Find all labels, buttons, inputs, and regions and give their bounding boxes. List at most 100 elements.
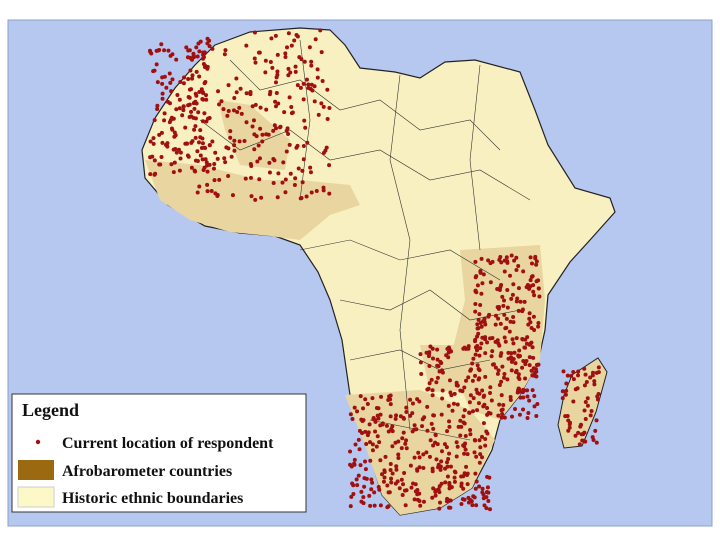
- respondent-dot: [305, 140, 310, 145]
- respondent-dot: [458, 418, 463, 423]
- respondent-dot: [577, 442, 582, 447]
- respondent-dot: [475, 322, 480, 327]
- respondent-dot: [283, 51, 288, 56]
- respondent-dot: [270, 65, 275, 70]
- respondent-dot: [461, 443, 466, 448]
- respondent-dot: [455, 444, 460, 449]
- respondent-dot: [181, 81, 186, 86]
- respondent-dot: [532, 404, 537, 409]
- respondent-dot: [164, 85, 169, 90]
- respondent-dot: [321, 104, 326, 109]
- respondent-dot: [244, 120, 249, 125]
- respondent-dot: [222, 156, 227, 161]
- respondent-dot: [193, 124, 198, 129]
- respondent-dot: [248, 162, 253, 167]
- respondent-dot: [169, 126, 174, 131]
- respondent-dot: [186, 48, 191, 53]
- respondent-dot: [301, 81, 306, 86]
- respondent-dot: [378, 458, 383, 463]
- respondent-dot: [529, 261, 534, 266]
- respondent-dot: [211, 166, 216, 171]
- respondent-dot: [486, 499, 491, 504]
- respondent-dot: [394, 467, 399, 472]
- respondent-dot: [386, 429, 391, 434]
- respondent-dot: [425, 387, 430, 392]
- legend-title: Legend: [22, 400, 79, 420]
- respondent-dot: [244, 43, 249, 48]
- respondent-dot: [148, 172, 153, 177]
- respondent-dot: [394, 464, 399, 469]
- respondent-dot: [429, 421, 434, 426]
- respondent-dot: [527, 355, 532, 360]
- respondent-dot: [475, 283, 480, 288]
- respondent-dot: [430, 466, 435, 471]
- respondent-dot: [499, 379, 504, 384]
- respondent-dot: [260, 132, 265, 137]
- respondent-dot: [287, 142, 292, 147]
- respondent-dot: [321, 185, 326, 190]
- respondent-dot: [435, 347, 440, 352]
- respondent-dot: [579, 432, 584, 437]
- respondent-dot: [363, 467, 368, 472]
- respondent-dot: [257, 177, 262, 182]
- respondent-dot: [183, 125, 188, 130]
- respondent-dot: [282, 110, 287, 115]
- respondent-dot: [435, 363, 440, 368]
- respondent-dot: [274, 90, 279, 95]
- respondent-dot: [473, 275, 478, 280]
- respondent-dot: [363, 397, 368, 402]
- respondent-dot: [510, 292, 515, 297]
- respondent-dot: [480, 486, 485, 491]
- respondent-dot: [454, 454, 459, 459]
- respondent-dot: [157, 48, 162, 53]
- respondent-dot: [474, 503, 479, 508]
- respondent-dot: [500, 364, 505, 369]
- respondent-dot: [475, 363, 480, 368]
- respondent-dot: [497, 257, 502, 262]
- respondent-dot: [512, 350, 517, 355]
- respondent-dot: [399, 446, 404, 451]
- respondent-dot: [443, 480, 448, 485]
- respondent-dot: [474, 290, 479, 295]
- respondent-dot: [366, 430, 371, 435]
- respondent-dot: [440, 396, 445, 401]
- respondent-dot: [473, 309, 478, 314]
- respondent-dot: [501, 403, 506, 408]
- respondent-dot: [258, 126, 263, 131]
- respondent-dot: [205, 41, 210, 46]
- respondent-dot: [479, 256, 484, 261]
- respondent-dot: [298, 196, 303, 201]
- respondent-dot: [378, 423, 383, 428]
- respondent-dot: [434, 380, 439, 385]
- respondent-dot: [493, 313, 498, 318]
- respondent-dot: [461, 486, 466, 491]
- respondent-dot: [190, 57, 195, 62]
- respondent-dot: [526, 322, 531, 327]
- respondent-dot: [536, 324, 541, 329]
- respondent-dot: [449, 485, 454, 490]
- respondent-dot: [416, 450, 421, 455]
- respondent-dot: [447, 424, 452, 429]
- respondent-dot: [200, 157, 205, 162]
- respondent-dot: [575, 386, 580, 391]
- respondent-dot: [295, 83, 300, 88]
- respondent-dot: [273, 104, 278, 109]
- respondent-dot: [470, 409, 475, 414]
- respondent-dot: [235, 109, 240, 114]
- respondent-dot: [445, 474, 450, 479]
- respondent-dot: [381, 479, 386, 484]
- respondent-dot: [206, 116, 211, 121]
- respondent-dot: [205, 182, 210, 187]
- respondent-dot: [511, 320, 516, 325]
- respondent-dot: [238, 86, 243, 91]
- respondent-dot: [495, 371, 500, 376]
- respondent-dot: [470, 378, 475, 383]
- respondent-dot: [244, 91, 249, 96]
- respondent-dot: [327, 191, 332, 196]
- respondent-dot: [523, 345, 528, 350]
- respondent-dot: [399, 477, 404, 482]
- respondent-dot: [483, 443, 488, 448]
- respondent-dot: [505, 305, 510, 310]
- respondent-dot: [234, 90, 239, 95]
- respondent-dot: [467, 400, 472, 405]
